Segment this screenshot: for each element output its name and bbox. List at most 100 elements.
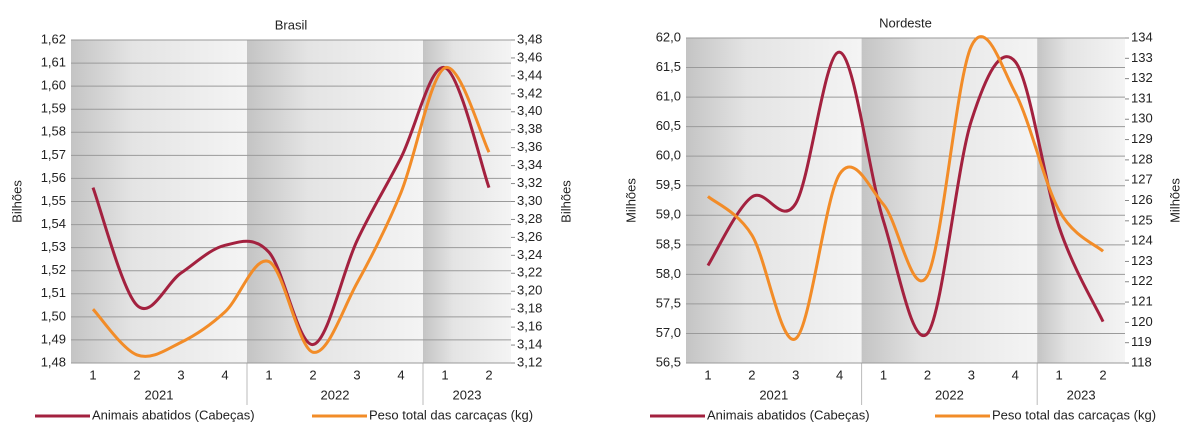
y-tick-label: 1,61	[41, 55, 66, 70]
y-tick-label: 57,5	[656, 295, 681, 310]
y-tick-label: 56,5	[656, 354, 681, 369]
y2-tick-label: 134	[1131, 29, 1153, 44]
y-tick-label: 1,48	[41, 354, 66, 369]
series-line	[91, 66, 491, 347]
x-tick-label: 3	[792, 367, 799, 382]
chart-title: Brasil	[275, 17, 308, 32]
y2-tick-label: 132	[1131, 70, 1153, 85]
y-tick-label: 58,0	[656, 266, 681, 281]
y2-tick-label: 130	[1131, 111, 1153, 126]
legend-label: Peso total das carcaças (kg)	[369, 407, 533, 422]
y2-tick-label: 125	[1131, 212, 1153, 227]
x-tick-label: 2	[924, 367, 931, 382]
y-axis-label: Bilhões	[9, 180, 24, 223]
legend-label: Animais abatidos (Cabeças)	[92, 407, 255, 422]
y2-tick-label: 3,28	[517, 211, 542, 226]
y2-tick-label: 3,20	[517, 283, 542, 298]
y-tick-label: 59,5	[656, 177, 681, 192]
x-tick-label: 1	[1056, 367, 1063, 382]
y2-tick-label: 3,24	[517, 247, 542, 262]
series-line	[706, 35, 1105, 341]
x-tick-label: 4	[836, 367, 843, 382]
y-tick-label: 1,56	[41, 170, 66, 185]
y2-axis-label: Bilhões	[558, 180, 573, 223]
y2-tick-label: 119	[1131, 334, 1152, 349]
legend-label: Animais abatidos (Cabeças)	[707, 407, 870, 422]
chart-title: Nordeste	[879, 15, 932, 30]
x-group-label: 2022	[935, 387, 964, 402]
y2-tick-label: 131	[1131, 90, 1153, 105]
x-tick-label: 4	[397, 367, 404, 382]
y2-tick-label: 3,40	[517, 103, 542, 118]
x-tick-label: 3	[177, 367, 184, 382]
y-tick-label: 1,57	[41, 147, 66, 162]
y-tick-label: 57,0	[656, 325, 681, 340]
y2-tick-label: 118	[1131, 354, 1152, 369]
y2-tick-label: 123	[1131, 253, 1153, 268]
y-tick-label: 1,60	[41, 78, 66, 93]
y2-tick-label: 128	[1131, 151, 1153, 166]
x-group-label: 2021	[145, 387, 174, 402]
y2-tick-label: 129	[1131, 131, 1153, 146]
series-line	[706, 50, 1105, 338]
x-tick-label: 4	[1012, 367, 1019, 382]
y2-tick-label: 3,18	[517, 301, 542, 316]
y2-tick-label: 3,12	[517, 354, 542, 369]
y2-tick-label: 3,48	[517, 31, 542, 46]
y-tick-label: 1,55	[41, 193, 66, 208]
y-tick-label: 1,49	[41, 331, 66, 346]
y2-tick-label: 3,42	[517, 85, 542, 100]
x-tick-label: 4	[221, 367, 228, 382]
x-tick-label: 2	[485, 367, 492, 382]
y2-tick-label: 3,44	[517, 67, 542, 82]
y2-tick-label: 133	[1131, 50, 1153, 65]
y2-tick-label: 3,22	[517, 265, 542, 280]
x-tick-label: 3	[353, 367, 360, 382]
x-tick-label: 2	[309, 367, 316, 382]
y2-tick-label: 126	[1131, 192, 1153, 207]
series-line	[91, 66, 491, 358]
y2-tick-label: 3,26	[517, 229, 542, 244]
x-tick-label: 1	[265, 367, 272, 382]
x-tick-label: 1	[89, 367, 96, 382]
y-tick-label: 60,5	[656, 118, 681, 133]
y-tick-label: 1,62	[41, 31, 66, 46]
x-tick-label: 2	[1099, 367, 1106, 382]
y2-tick-label: 3,16	[517, 319, 542, 334]
x-tick-label: 1	[441, 367, 448, 382]
x-tick-label: 2	[748, 367, 755, 382]
y-tick-label: 1,53	[41, 239, 66, 254]
y-tick-label: 59,0	[656, 207, 681, 222]
y2-tick-label: 3,30	[517, 193, 542, 208]
y-tick-label: 58,5	[656, 236, 681, 251]
y2-tick-label: 121	[1131, 294, 1153, 309]
x-tick-label: 3	[968, 367, 975, 382]
y2-tick-label: 3,32	[517, 175, 542, 190]
y2-tick-label: 3,46	[517, 49, 542, 64]
y2-axis-label: Milhões	[1167, 178, 1182, 223]
y2-tick-label: 127	[1131, 172, 1153, 187]
y2-tick-label: 3,36	[517, 139, 542, 154]
x-group-label: 2023	[453, 387, 482, 402]
x-group-label: 2021	[759, 387, 788, 402]
y-tick-label: 61,0	[656, 89, 681, 104]
y2-tick-label: 124	[1131, 233, 1153, 248]
x-group-label: 2022	[321, 387, 350, 402]
y2-tick-label: 120	[1131, 314, 1153, 329]
y2-tick-label: 122	[1131, 273, 1153, 288]
year-band	[861, 38, 1038, 363]
x-group-label: 2023	[1067, 387, 1096, 402]
y-tick-label: 1,54	[41, 216, 66, 231]
y-axis-label: Milhões	[623, 178, 638, 223]
x-tick-label: 1	[704, 367, 711, 382]
y2-tick-label: 3,34	[517, 157, 542, 172]
y-tick-label: 1,50	[41, 308, 66, 323]
y-tick-label: 1,59	[41, 101, 66, 116]
x-tick-label: 2	[133, 367, 140, 382]
y-tick-label: 62,0	[656, 29, 681, 44]
y2-tick-label: 3,14	[517, 336, 542, 351]
y-tick-label: 61,5	[656, 59, 681, 74]
y-tick-label: 1,51	[41, 285, 66, 300]
legend-label: Peso total das carcaças (kg)	[992, 407, 1156, 422]
